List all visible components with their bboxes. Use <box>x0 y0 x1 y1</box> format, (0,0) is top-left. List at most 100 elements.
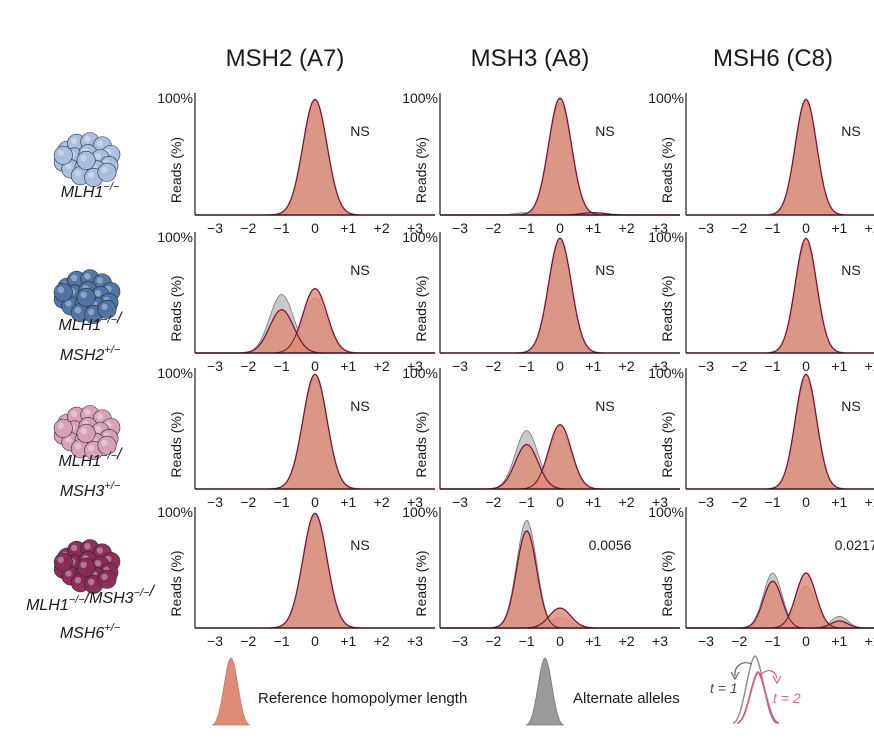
cell-highlight <box>65 163 72 170</box>
genotype-label: MSH2+/− <box>60 344 121 364</box>
y-axis-label: Reads (%) <box>168 275 184 341</box>
genotype-label: MSH3+/− <box>60 480 121 500</box>
genotype-label: MLH1−/− <box>61 181 120 201</box>
y-max-label: 100% <box>648 504 684 520</box>
density-panel: 100% Reads (%) −3 −2 −1 0 +1 +2 +3 NS <box>157 229 435 374</box>
cell-highlight <box>94 426 102 433</box>
y-max-label: 100% <box>157 504 193 520</box>
t2-arrow <box>759 670 778 679</box>
reference-curve-outline <box>686 98 874 216</box>
legend-alternate-label: Alternate alleles <box>573 690 680 707</box>
y-axis-label: Reads (%) <box>168 550 184 616</box>
cell-highlight <box>80 561 87 569</box>
x-tick-label: +2 <box>619 220 635 236</box>
x-tick-label: +3 <box>407 494 423 510</box>
x-tick-label: −1 <box>274 494 290 510</box>
x-tick-label: −3 <box>207 358 223 374</box>
x-tick-label: −2 <box>731 494 747 510</box>
cell-highlight <box>57 422 64 429</box>
x-tick-label: −3 <box>698 494 714 510</box>
cell-highlight <box>84 136 91 143</box>
cell-highlight <box>94 560 102 567</box>
x-tick-label: +2 <box>374 358 390 374</box>
x-tick-label: −3 <box>452 358 468 374</box>
genotype-label: MLH1−/−/MSH3−/−/ <box>26 583 155 614</box>
x-tick-label: −1 <box>765 358 781 374</box>
x-tick-label: −2 <box>731 358 747 374</box>
p-value-label: NS <box>841 123 860 139</box>
cell-highlight <box>96 140 103 147</box>
genotype-label: MLH1−/−/ <box>58 310 123 334</box>
genotype-superscript: −/− <box>101 450 117 462</box>
x-tick-label: −1 <box>274 220 290 236</box>
y-axis-label: Reads (%) <box>659 411 675 477</box>
x-tick-label: −3 <box>207 220 223 236</box>
column-title: MSH6 (C8) <box>713 45 833 72</box>
p-value-label: NS <box>595 398 614 414</box>
cell <box>97 299 117 319</box>
t2-curve <box>736 670 780 724</box>
cell <box>97 435 117 455</box>
x-tick-label: 0 <box>556 220 564 236</box>
x-tick-label: −2 <box>731 633 747 649</box>
reference-curve <box>686 98 874 216</box>
x-tick-label: 0 <box>556 358 564 374</box>
cell <box>97 162 117 182</box>
p-value-label: NS <box>595 262 614 278</box>
cell <box>53 282 73 302</box>
x-tick-label: +2 <box>865 220 874 236</box>
x-tick-label: +1 <box>831 494 847 510</box>
x-tick-label: −3 <box>698 220 714 236</box>
cell-highlight <box>80 291 87 299</box>
density-panel: 100% Reads (%) −3 −2 −1 0 +1 +2 +3 NS <box>157 90 435 236</box>
x-tick-label: −1 <box>519 494 535 510</box>
y-axis-label: Reads (%) <box>413 411 429 477</box>
cell-highlight <box>84 409 91 416</box>
cell-highlight <box>96 277 103 284</box>
p-value-label: NS <box>350 537 369 553</box>
t1-arrow <box>734 662 753 677</box>
reference-curve <box>195 512 435 629</box>
cell <box>76 423 96 443</box>
genotype-part: MSH3 <box>89 590 134 607</box>
x-tick-label: +1 <box>585 494 601 510</box>
p-value-label: NS <box>350 398 369 414</box>
x-tick-label: −3 <box>452 220 468 236</box>
x-tick-label: −3 <box>698 358 714 374</box>
x-tick-label: −3 <box>207 633 223 649</box>
p-value-label: 0.0217 <box>835 537 874 553</box>
x-tick-label: 0 <box>311 220 319 236</box>
y-max-label: 100% <box>648 229 684 245</box>
x-tick-label: −1 <box>519 358 535 374</box>
column-title: MSH2 (A7) <box>226 45 345 72</box>
x-tick-label: +2 <box>374 633 390 649</box>
x-tick-label: 0 <box>311 494 319 510</box>
reference-curve-outline <box>686 373 874 490</box>
time-point-glyph: t = 1 t = 2 <box>710 655 801 724</box>
alternate-allele-curve <box>686 242 874 354</box>
density-panel: 100% Reads (%) −3 −2 −1 0 +1 +2 +3 NS <box>648 229 874 374</box>
density-panel: 100% Reads (%) −3 −2 −1 0 +1 +2 +3 0.0056 <box>402 504 680 649</box>
y-max-label: 100% <box>157 365 193 381</box>
cell-highlight <box>74 577 82 584</box>
column-title: MSH3 (A8) <box>471 45 590 72</box>
genotype-part: / <box>116 446 123 463</box>
cell-highlight <box>74 443 82 450</box>
x-tick-label: +1 <box>340 494 356 510</box>
reference-curve <box>440 237 680 354</box>
x-tick-label: +3 <box>652 633 668 649</box>
reference-curve-outline <box>686 237 874 354</box>
y-max-label: 100% <box>157 90 193 106</box>
x-tick-label: −2 <box>240 220 256 236</box>
cell-highlight <box>84 273 91 280</box>
x-tick-label: +3 <box>652 220 668 236</box>
x-tick-label: +3 <box>652 494 668 510</box>
cell-highlight <box>65 300 72 307</box>
genotype-part: / <box>148 583 155 600</box>
x-tick-label: +1 <box>831 633 847 649</box>
x-tick-label: 0 <box>556 633 564 649</box>
cell-cluster-icon <box>53 405 121 460</box>
cell-highlight <box>80 154 87 162</box>
x-tick-label: +3 <box>652 358 668 374</box>
